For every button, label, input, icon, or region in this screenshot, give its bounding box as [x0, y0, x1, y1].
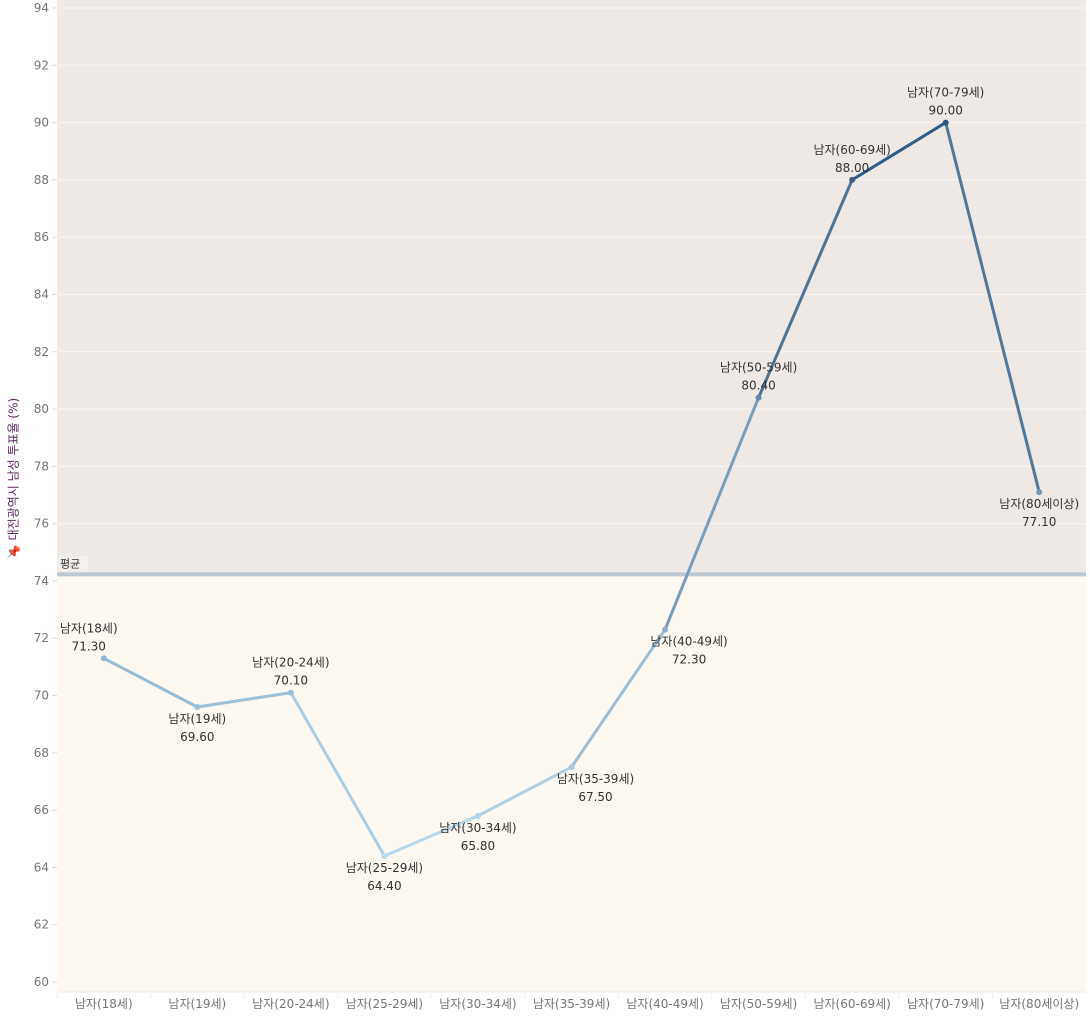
y-tick-label: 62 — [34, 918, 49, 932]
y-tick-label: 78 — [34, 459, 49, 473]
data-point — [1036, 489, 1043, 496]
line-segment — [289, 691, 386, 858]
data-label-value: 69.60 — [180, 730, 214, 744]
y-tick-label: 70 — [34, 689, 49, 703]
line-segment — [195, 691, 293, 709]
y-tick-label: 60 — [34, 975, 49, 989]
reference-line-label: 평균 — [60, 557, 80, 570]
line-segment — [570, 628, 667, 769]
data-label-value: 88.00 — [835, 161, 869, 175]
x-tick-label: 남자(20-24세) — [252, 997, 329, 1011]
y-tick-label: 72 — [34, 631, 49, 645]
band-above-average — [57, 0, 1086, 575]
y-tick-label: 76 — [34, 517, 49, 531]
reference-label-bg — [58, 556, 88, 572]
x-tick-label: 남자(70-79세) — [907, 997, 984, 1011]
data-label-category: 남자(25-29세) — [346, 861, 423, 875]
y-tick-label: 82 — [34, 345, 49, 359]
data-label-value: 77.10 — [1022, 515, 1056, 529]
data-label-category: 남자(80세이상) — [999, 497, 1079, 511]
data-label-value: 90.00 — [929, 104, 963, 118]
x-tick-label: 남자(19세) — [168, 997, 226, 1011]
y-tick-label: 90 — [34, 116, 49, 130]
y-tick-label: 66 — [34, 803, 49, 817]
data-label-value: 67.50 — [578, 790, 612, 804]
data-point — [849, 176, 856, 183]
data-label-category: 남자(18세) — [60, 621, 118, 635]
line-segment — [102, 656, 199, 709]
data-label-value: 65.80 — [461, 839, 495, 853]
data-label-category: 남자(20-24세) — [252, 656, 329, 670]
data-label-value: 71.30 — [72, 639, 106, 653]
data-label-category: 남자(19세) — [168, 712, 226, 726]
y-tick-label: 94 — [34, 1, 49, 15]
data-label-category: 남자(40-49세) — [650, 635, 727, 649]
y-tick-label: 86 — [34, 230, 49, 244]
x-tick-label: 남자(40-49세) — [626, 997, 703, 1011]
data-label-category: 남자(60-69세) — [813, 143, 890, 157]
data-label-value: 70.10 — [274, 674, 308, 688]
data-point — [942, 119, 949, 126]
data-point — [755, 394, 762, 401]
x-tick-label: 남자(18세) — [75, 997, 133, 1011]
data-label-category: 남자(50-59세) — [720, 361, 797, 375]
data-point — [194, 703, 201, 710]
data-label-value: 80.40 — [741, 379, 775, 393]
line-segment — [850, 121, 948, 182]
line-segment — [757, 178, 854, 400]
line-segment — [663, 396, 761, 632]
y-tick-label: 80 — [34, 402, 49, 416]
x-tick-label: 남자(60-69세) — [813, 997, 890, 1011]
x-tick-label: 남자(80세이상) — [999, 997, 1079, 1011]
data-point — [662, 626, 669, 633]
data-point — [381, 852, 388, 859]
y-tick-label: 88 — [34, 173, 49, 187]
data-point — [474, 812, 481, 819]
y-tick-label: 68 — [34, 746, 49, 760]
line-segment — [944, 121, 1041, 494]
data-label-value: 64.40 — [367, 879, 401, 893]
data-label-category: 남자(35-39세) — [557, 772, 634, 786]
y-tick-label: 74 — [34, 574, 49, 588]
data-label-value: 72.30 — [672, 653, 706, 667]
y-tick-label: 64 — [34, 860, 49, 874]
x-tick-label: 남자(25-29세) — [346, 997, 423, 1011]
y-tick-label: 92 — [34, 58, 49, 72]
line-segment — [476, 765, 573, 818]
data-point — [287, 689, 294, 696]
y-tick-label: 84 — [34, 287, 49, 301]
x-tick-label: 남자(35-39세) — [533, 997, 610, 1011]
data-point — [100, 655, 107, 662]
x-tick-label: 남자(30-34세) — [439, 997, 516, 1011]
data-label-category: 남자(30-34세) — [439, 821, 516, 835]
line-segment — [382, 814, 480, 858]
x-tick-label: 남자(50-59세) — [720, 997, 797, 1011]
data-point — [568, 764, 575, 771]
data-label-category: 남자(70-79세) — [907, 86, 984, 100]
band-below-average — [57, 574, 1086, 992]
